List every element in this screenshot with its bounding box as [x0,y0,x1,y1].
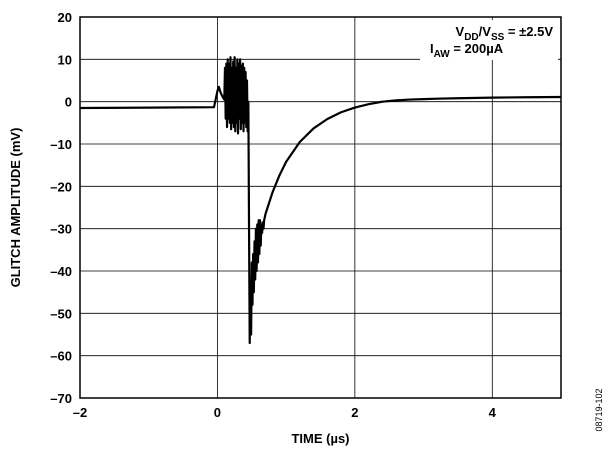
annotation-wiper-current: IAW = 200µA [430,41,504,60]
x-tick-label-0: –2 [73,405,87,420]
annotation-v1: V [456,24,465,39]
y-tick-label-4: –20 [50,179,72,194]
x-tick-label-2: 2 [351,405,358,420]
y-tick-label-0: 20 [58,10,72,25]
y-tick-labels: 20 10 0 –10 –20 –30 –40 –50 –60 –70 [50,10,72,406]
x-tick-label-1: 0 [214,405,221,420]
annotation-i-value: = 200µA [450,41,504,56]
y-tick-label-7: –50 [50,306,72,321]
y-tick-label-2: 0 [65,95,72,110]
annotation-background [420,20,558,60]
y-tick-label-3: –10 [50,137,72,152]
annotation-supply-voltage: VDD/VSS = ±2.5V [456,24,554,43]
annotation-v1-sub: DD [464,32,478,43]
annotation-i: I [430,41,434,56]
y-tick-label-6: –40 [50,264,72,279]
x-axis-title: TIME (µs) [291,431,349,446]
x-tick-labels: –2 0 2 4 [73,405,497,420]
annotation-v-value: = ±2.5V [504,24,553,39]
series-line-0 [79,56,562,345]
x-tick-label-3: 4 [489,405,497,420]
grid-lines [80,17,561,398]
series-layer [79,56,562,345]
y-tick-label-5: –30 [50,222,72,237]
annotation-v2: /V [479,24,492,39]
annotation-v2-sub: SS [491,32,505,43]
annotation-i-sub: AW [434,49,451,60]
y-tick-label-8: –60 [50,349,72,364]
y-tick-label-9: –70 [50,391,72,406]
plot-frame [79,16,562,399]
y-tick-label-1: 10 [58,52,72,67]
y-axis-title: GLITCH AMPLITUDE (mV) [8,128,23,288]
figure-id: 08719-102 [594,388,604,431]
